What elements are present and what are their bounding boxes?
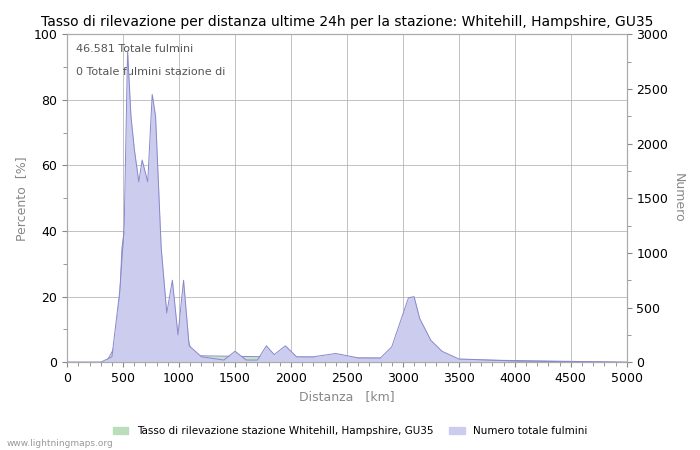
Title: Tasso di rilevazione per distanza ultime 24h per la stazione: Whitehill, Hampshi: Tasso di rilevazione per distanza ultime…	[41, 15, 653, 29]
Y-axis label: Percento  [%]: Percento [%]	[15, 156, 28, 241]
Text: 46.581 Totale fulmini: 46.581 Totale fulmini	[76, 44, 192, 54]
Legend: Tasso di rilevazione stazione Whitehill, Hampshire, GU35, Numero totale fulmini: Tasso di rilevazione stazione Whitehill,…	[108, 422, 592, 440]
X-axis label: Distanza   [km]: Distanza [km]	[299, 391, 395, 404]
Text: 0 Totale fulmini stazione di: 0 Totale fulmini stazione di	[76, 67, 225, 77]
Text: www.lightningmaps.org: www.lightningmaps.org	[7, 439, 113, 448]
Y-axis label: Numero: Numero	[672, 173, 685, 223]
